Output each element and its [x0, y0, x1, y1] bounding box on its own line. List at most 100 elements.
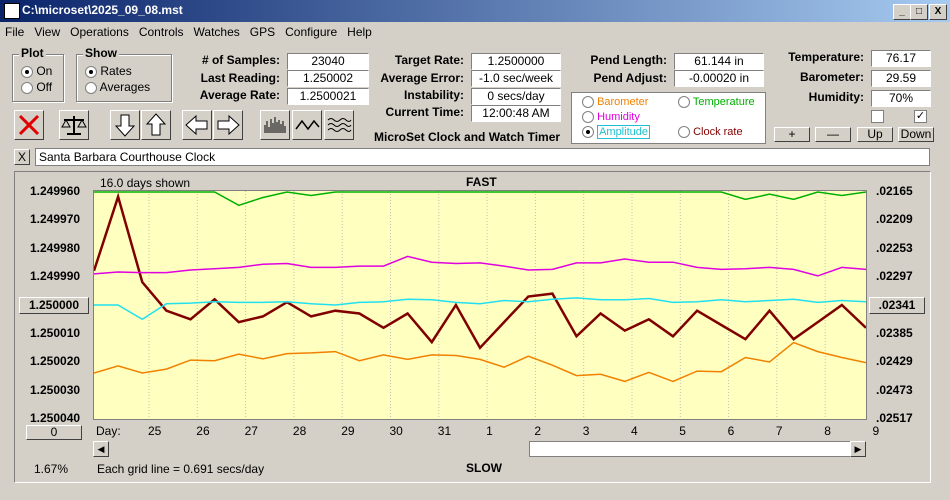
series-selector: Barometer Temperature Humidity Amplitude…	[571, 92, 766, 144]
center-rate-button[interactable]: 1.250000	[19, 297, 89, 314]
radio-unchecked-icon	[582, 111, 594, 124]
scroll-up-button[interactable]	[141, 110, 171, 140]
scroll-left-button[interactable]	[182, 110, 212, 140]
right-tick-label: .02473	[876, 382, 913, 397]
up-button[interactable]: Up	[857, 127, 893, 142]
radio-unchecked-icon	[582, 96, 594, 109]
minus-button[interactable]: —	[815, 127, 851, 142]
menu-controls[interactable]: Controls	[138, 25, 184, 39]
menu-operations[interactable]: Operations	[70, 25, 129, 39]
close-button[interactable]: X	[929, 4, 947, 20]
barometer-field: 29.59	[871, 70, 931, 87]
samples-field: 23040	[287, 53, 369, 70]
scrollbar-track[interactable]	[109, 441, 529, 457]
pend-adjust-field[interactable]: -0.00020 in	[674, 70, 764, 87]
day-tick-label: 3	[582, 424, 590, 438]
center-amplitude-button[interactable]: .02341	[869, 297, 925, 314]
humidity-label: Humidity:	[808, 90, 864, 104]
target-rate-field[interactable]: 1.2500000	[471, 53, 561, 70]
series-amplitude-radio[interactable]: Amplitude	[582, 125, 650, 139]
arrow-right-icon	[217, 114, 240, 136]
barometer-label: Barometer:	[799, 70, 864, 84]
menu-help[interactable]: Help	[347, 25, 372, 39]
balance-button[interactable]	[59, 110, 89, 140]
humidity-field: 70%	[871, 90, 931, 107]
show-averages-radio[interactable]: Averages	[85, 80, 150, 94]
window-title: C:\microset\2025_09_08.mst	[22, 3, 183, 17]
menu-watches[interactable]: Watches	[193, 25, 240, 39]
series-line-humidity	[93, 255, 867, 277]
pend-length-field[interactable]: 61.144 in	[674, 53, 764, 70]
multi-line-button[interactable]	[324, 110, 354, 140]
radio-checked-icon	[582, 126, 594, 139]
histogram-button[interactable]	[260, 110, 290, 140]
day-tick-label: 8	[824, 424, 831, 438]
day-tick-label: 28	[292, 424, 307, 438]
minimize-button[interactable]: _	[893, 4, 911, 20]
series-temperature-radio[interactable]: Temperature	[678, 96, 755, 109]
series-line-barometer	[93, 341, 867, 383]
red-x-icon	[18, 114, 40, 136]
day-tick-label: 7	[775, 424, 783, 438]
time-scrollbar[interactable]: ◀ ▶	[93, 441, 866, 457]
current-time-field: 12:00:48 AM	[471, 105, 561, 122]
maximize-button[interactable]: □	[910, 4, 928, 20]
target-rate-label: Target Rate:	[394, 53, 464, 67]
plot-on-label: On	[36, 64, 53, 78]
menu-bar: File View Operations Controls Watches GPS Conf…	[0, 22, 950, 42]
instability-field: 0 secs/day	[471, 88, 561, 105]
average-rate-label: Average Rate:	[199, 88, 280, 102]
left-tick-label: 1.250010	[30, 326, 81, 340]
series-amplitude-label: Amplitude	[597, 125, 650, 139]
arrow-down-icon	[114, 114, 136, 137]
app-caption: MicroSet Clock and Watch Timer	[374, 130, 561, 144]
day-offset-button[interactable]: 0	[26, 425, 82, 440]
arrow-left-icon	[185, 114, 208, 136]
left-tick-label: 1.249990	[30, 269, 81, 284]
series-clockrate-radio[interactable]: Clock rate	[678, 126, 743, 139]
menu-file[interactable]: File	[5, 25, 25, 39]
plot-group	[12, 54, 64, 102]
show-rates-radio[interactable]: Rates	[85, 64, 132, 78]
temperature-field: 76.17	[871, 50, 931, 67]
down-button[interactable]: Down	[898, 127, 934, 142]
line-graph-button[interactable]	[292, 110, 322, 140]
menu-gps[interactable]: GPS	[249, 25, 276, 39]
menu-configure[interactable]: Configure	[285, 25, 338, 39]
scrollbar-thumb[interactable]	[529, 441, 851, 457]
rate-chart	[92, 191, 867, 419]
plus-button[interactable]: +	[774, 127, 810, 142]
show-group	[76, 54, 172, 102]
last-reading-field: 1.250002	[287, 70, 369, 87]
day-tick-label: 2	[534, 424, 542, 438]
day-tick-label: 4	[631, 424, 638, 438]
instability-label: Instability:	[403, 88, 464, 102]
stop-button[interactable]	[14, 110, 44, 140]
left-tick-label: 1.249980	[30, 240, 81, 255]
radio-unchecked-icon	[85, 81, 97, 94]
scroll-left-arrow-icon[interactable]: ◀	[93, 441, 109, 457]
series-barometer-radio[interactable]: Barometer	[582, 96, 649, 109]
menu-view[interactable]: View	[34, 25, 61, 39]
histogram-icon	[264, 117, 286, 133]
left-tick-label: 1.249970	[30, 212, 81, 227]
option-checkbox-2[interactable]: ✓	[914, 110, 927, 123]
scroll-right-arrow-icon[interactable]: ▶	[850, 441, 866, 457]
wave-icon	[295, 119, 320, 131]
day-tick-label: 5	[679, 424, 686, 438]
plot-off-radio[interactable]: Off	[21, 80, 52, 94]
right-tick-label: .02429	[876, 354, 913, 369]
option-checkbox-1[interactable]	[871, 110, 884, 123]
scroll-right-button[interactable]	[213, 110, 243, 140]
day-tick-label: 26	[196, 424, 210, 438]
scroll-down-button[interactable]	[110, 110, 140, 140]
series-barometer-label: Barometer	[597, 96, 649, 108]
right-tick-label: .02385	[876, 326, 913, 340]
plot-on-radio[interactable]: On	[21, 64, 52, 78]
clock-name-input[interactable]: Santa Barbara Courthouse Clock	[35, 148, 930, 166]
clear-name-button[interactable]: X	[14, 149, 30, 165]
pend-length-label: Pend Length:	[590, 53, 667, 67]
plot-area[interactable]	[92, 190, 867, 420]
scale-icon	[61, 116, 87, 135]
series-humidity-radio[interactable]: Humidity	[582, 111, 640, 124]
